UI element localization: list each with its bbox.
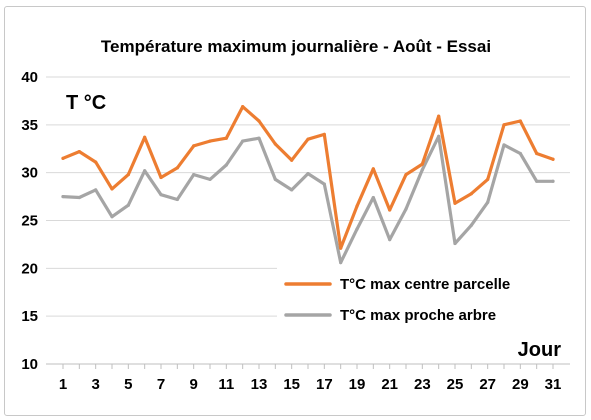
data-point [371, 167, 375, 171]
data-point [339, 260, 343, 265]
x-tick-label: 25 [447, 376, 464, 393]
x-tick-label: 5 [124, 376, 132, 393]
data-point [224, 136, 228, 140]
data-point [388, 208, 392, 212]
data-point [355, 227, 359, 231]
data-point [159, 175, 163, 180]
data-point [453, 201, 457, 205]
data-point [273, 142, 277, 146]
data-point [371, 195, 375, 200]
data-point [257, 136, 261, 140]
data-point [94, 188, 98, 192]
legend-label: T°C max centre parcelle [340, 276, 510, 293]
data-point [126, 203, 130, 207]
y-tick-label: 20 [21, 260, 38, 277]
data-point [306, 137, 310, 141]
data-point [469, 192, 473, 196]
data-point [61, 156, 65, 160]
x-tick-label: 7 [157, 376, 165, 393]
data-point [322, 182, 326, 186]
data-point [535, 179, 539, 183]
data-point [290, 188, 294, 192]
data-point [77, 150, 81, 154]
x-tick-label: 13 [251, 376, 268, 393]
data-point [437, 134, 441, 138]
x-tick-label: 17 [316, 376, 333, 393]
data-point [208, 177, 212, 181]
y-axis-label: T °C [66, 92, 106, 114]
y-tick-label: 40 [21, 69, 38, 86]
x-tick-label: 21 [381, 376, 398, 393]
x-tick-label: 15 [283, 376, 300, 393]
y-tick-label: 15 [21, 308, 38, 325]
data-point [322, 132, 326, 136]
data-point [502, 123, 506, 127]
data-point [126, 172, 130, 177]
data-point [175, 197, 179, 202]
chart-frame [4, 6, 586, 416]
x-tick-label: 19 [349, 376, 366, 393]
x-tick-label: 3 [91, 376, 99, 393]
data-point [486, 177, 490, 181]
data-point [290, 158, 294, 162]
x-tick-label: 31 [545, 376, 562, 393]
data-point [175, 166, 179, 170]
legend-label: T°C max proche arbre [340, 307, 496, 324]
y-tick-label: 30 [21, 165, 38, 182]
x-axis-label: Jour [518, 339, 562, 361]
data-point [404, 172, 408, 177]
series [61, 105, 555, 265]
legend: T°C max centre parcelle T°C max proche ar… [277, 266, 577, 334]
data-point [143, 169, 147, 173]
data-point [257, 119, 261, 123]
x-tick-label: 29 [512, 376, 529, 393]
x-tick-label: 9 [189, 376, 197, 393]
data-point [306, 172, 310, 176]
data-point [518, 151, 522, 156]
data-point [339, 246, 343, 250]
data-point [502, 143, 506, 147]
data-point [241, 105, 245, 109]
x-tick-label: 23 [414, 376, 431, 393]
data-point [224, 163, 228, 167]
x-tick-label: 1 [59, 376, 67, 393]
data-point [355, 204, 359, 208]
data-point [110, 215, 114, 219]
data-point [551, 179, 555, 183]
data-point [453, 241, 457, 246]
data-point [551, 157, 555, 161]
data-point [192, 172, 196, 177]
data-point [61, 194, 65, 199]
data-point [518, 119, 522, 123]
data-point [192, 144, 196, 148]
data-point [94, 160, 98, 164]
data-point [143, 135, 147, 139]
data-point [486, 200, 490, 204]
data-point [77, 195, 81, 200]
data-point [469, 223, 473, 227]
data-point [420, 168, 424, 172]
data-point [273, 177, 277, 181]
data-point [208, 139, 212, 143]
data-point [110, 187, 114, 191]
data-point [420, 162, 424, 166]
data-point [241, 139, 245, 143]
data-point [404, 207, 408, 211]
legend-box [277, 266, 577, 334]
y-tick-label: 10 [21, 356, 38, 373]
y-tick-label: 35 [21, 117, 38, 134]
data-point [388, 238, 392, 242]
y-tick-label: 25 [21, 213, 38, 230]
data-point [159, 193, 163, 197]
chart-title: Température maximum journalière - Août -… [101, 37, 491, 56]
x-tick-label: 11 [218, 376, 234, 393]
data-point [437, 114, 441, 118]
data-point [535, 151, 539, 156]
series-line-1 [61, 105, 555, 250]
x-tick-label: 27 [479, 376, 496, 393]
